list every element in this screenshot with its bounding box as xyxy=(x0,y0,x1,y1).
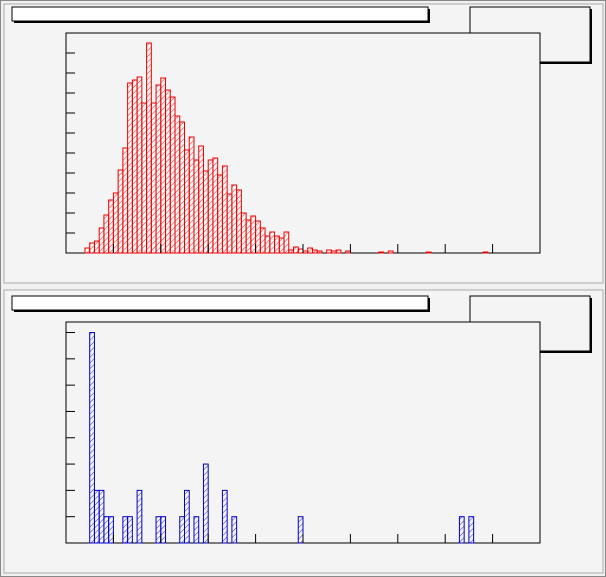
histogram-bar xyxy=(202,170,209,254)
histogram-bar xyxy=(226,193,233,254)
histogram-bar xyxy=(221,165,228,254)
histogram-bar xyxy=(311,249,318,254)
histogram-bar xyxy=(174,115,181,254)
histogram-bar xyxy=(316,250,323,254)
histogram-bar xyxy=(217,174,223,254)
histogram-bar xyxy=(165,89,171,254)
histogram-bar xyxy=(293,246,299,254)
histogram-bar xyxy=(326,249,332,254)
histogram-bar xyxy=(127,82,133,254)
histogram-bar xyxy=(150,102,157,254)
histogram-bar xyxy=(468,516,475,544)
histogram-bar xyxy=(179,516,185,544)
plot-frame xyxy=(65,321,541,544)
histogram-bar xyxy=(345,250,351,254)
histogram-bar xyxy=(335,249,342,254)
histogram-bar xyxy=(179,121,185,254)
pad xyxy=(3,3,604,284)
histogram-bar xyxy=(212,157,219,254)
pad xyxy=(3,289,604,574)
histogram-bar xyxy=(278,237,285,254)
histogram-bar xyxy=(231,184,238,254)
histogram-bar xyxy=(269,231,276,254)
histogram-bar xyxy=(264,235,271,254)
histogram-bar xyxy=(250,215,257,254)
title-box xyxy=(11,6,429,22)
histogram-bar xyxy=(307,247,313,254)
histogram-bar xyxy=(255,220,261,254)
histogram-bar xyxy=(188,136,195,254)
histogram-bar xyxy=(103,214,110,254)
histogram-bar xyxy=(283,231,290,254)
histogram-bar xyxy=(193,516,200,544)
histogram-bar xyxy=(378,251,385,254)
histogram-bar xyxy=(297,248,304,254)
histogram-bar xyxy=(202,463,209,544)
histogram-bar xyxy=(207,159,214,254)
histogram-bar xyxy=(198,145,204,254)
histogram-bar xyxy=(141,102,148,254)
histogram-bar xyxy=(103,516,110,544)
histogram-bar xyxy=(93,489,100,544)
histogram-bar xyxy=(458,516,465,544)
title-box xyxy=(11,295,429,311)
histogram-bar xyxy=(193,159,200,254)
histogram-bar xyxy=(98,489,105,544)
histogram-bar xyxy=(155,516,162,544)
histogram-bar xyxy=(89,242,95,254)
histogram-bar xyxy=(146,42,152,254)
histogram-bar xyxy=(425,251,432,254)
histogram-bar xyxy=(297,516,304,544)
histogram-bar xyxy=(108,199,114,254)
histogram-bar xyxy=(274,235,280,254)
histogram-bar xyxy=(184,149,190,254)
histogram-bar xyxy=(131,79,138,254)
histogram-bar xyxy=(221,489,228,544)
histogram-bar xyxy=(122,516,129,544)
histogram-bar xyxy=(160,516,167,544)
histogram-bar xyxy=(330,250,337,254)
histogram-bar xyxy=(231,516,238,544)
histogram-bar xyxy=(169,96,176,254)
histogram-bar xyxy=(160,77,167,254)
histogram-bar xyxy=(302,250,309,254)
histogram-bar xyxy=(108,516,114,544)
histogram-bar xyxy=(387,250,394,254)
histogram-bar xyxy=(117,169,124,254)
histogram-bar xyxy=(84,247,91,254)
histogram-bar xyxy=(127,516,133,544)
histogram-bar xyxy=(184,489,190,544)
histogram-bar xyxy=(112,192,119,254)
histogram-bar xyxy=(236,189,242,254)
histogram-bar xyxy=(155,84,162,254)
histogram-bar xyxy=(288,249,295,254)
histogram-bar xyxy=(136,76,143,254)
histogram-bar xyxy=(89,332,95,544)
histogram-bar xyxy=(93,240,100,254)
histogram-bar xyxy=(98,227,105,254)
histogram-bar xyxy=(259,227,266,254)
histogram-bar xyxy=(245,219,252,254)
histogram-bar xyxy=(482,251,489,254)
histogram-bar xyxy=(136,489,143,544)
histogram-bar xyxy=(240,212,247,254)
histogram-bar xyxy=(122,147,129,254)
